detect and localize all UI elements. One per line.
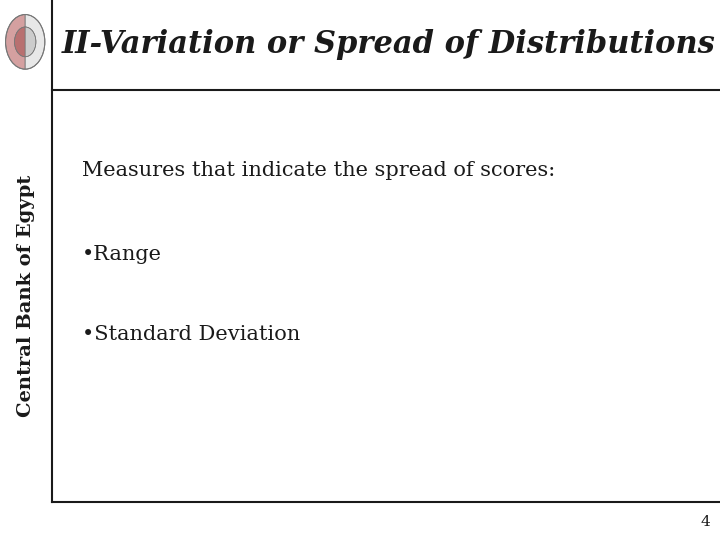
Wedge shape [25,15,45,69]
Text: •Standard Deviation: •Standard Deviation [82,326,300,345]
Text: II-Variation or Spread of Distributions: II-Variation or Spread of Distributions [62,30,716,60]
Wedge shape [6,15,25,69]
Text: Central Bank of Egypt: Central Bank of Egypt [17,175,35,417]
Text: 4: 4 [701,515,710,529]
Text: •Range: •Range [82,246,162,265]
Wedge shape [25,27,36,57]
Text: Measures that indicate the spread of scores:: Measures that indicate the spread of sco… [82,160,555,179]
Wedge shape [14,27,25,57]
